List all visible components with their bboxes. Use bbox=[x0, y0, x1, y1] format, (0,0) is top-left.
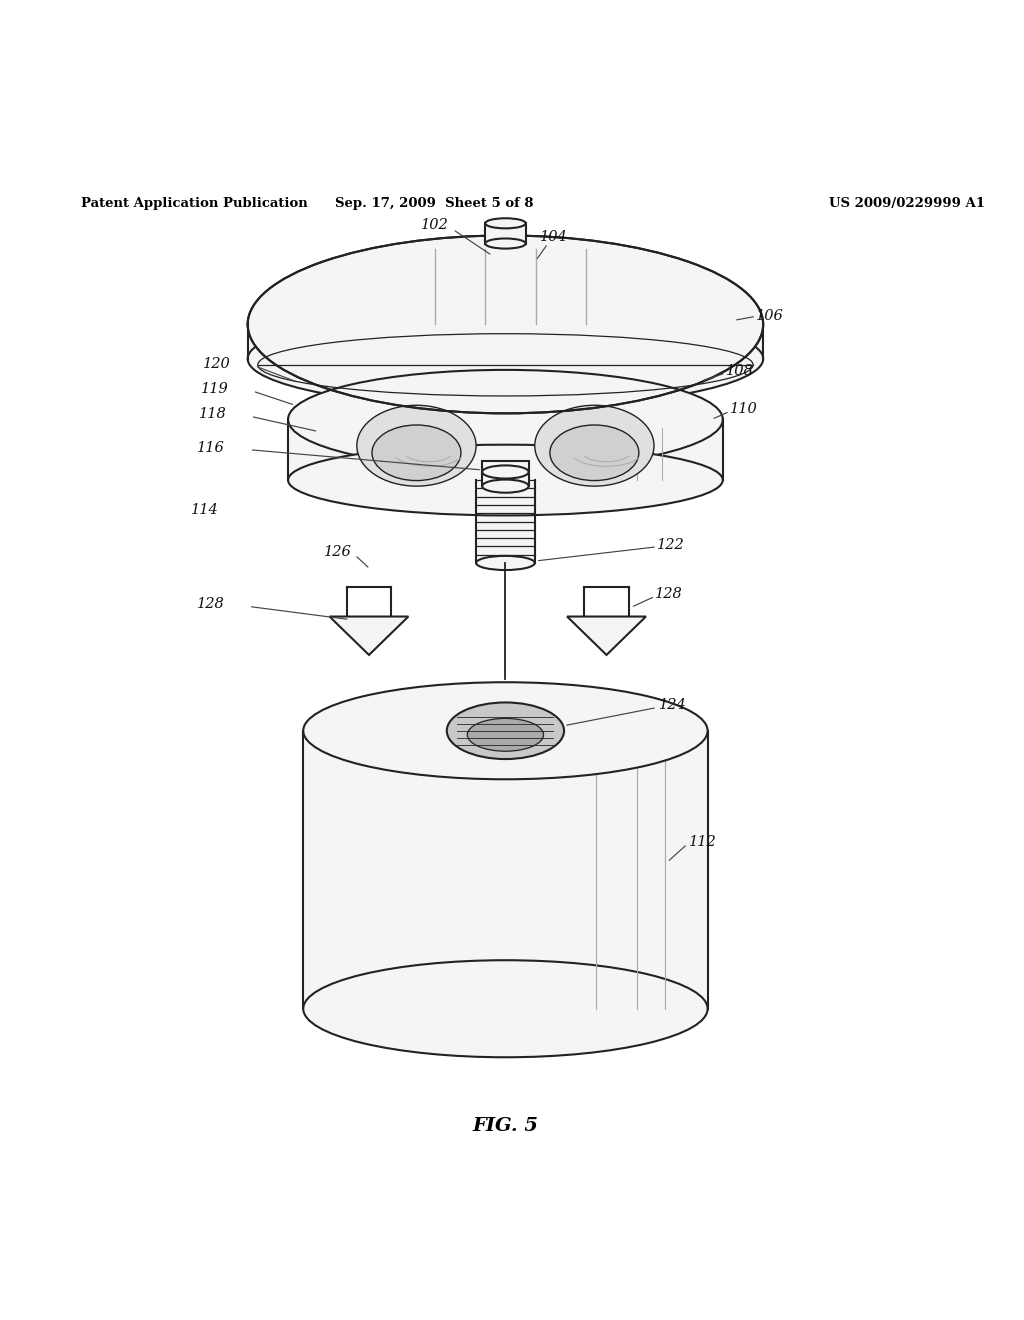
Ellipse shape bbox=[482, 479, 528, 492]
Text: 126: 126 bbox=[324, 545, 352, 558]
Ellipse shape bbox=[372, 425, 461, 480]
Text: 118: 118 bbox=[199, 408, 226, 421]
Text: 120: 120 bbox=[203, 356, 230, 371]
Ellipse shape bbox=[288, 445, 723, 515]
Text: Sep. 17, 2009  Sheet 5 of 8: Sep. 17, 2009 Sheet 5 of 8 bbox=[336, 197, 534, 210]
Polygon shape bbox=[288, 420, 723, 480]
Text: 124: 124 bbox=[659, 698, 687, 713]
Text: 119: 119 bbox=[201, 381, 228, 396]
Text: 102: 102 bbox=[421, 218, 449, 232]
Text: 110: 110 bbox=[730, 403, 758, 416]
Polygon shape bbox=[303, 731, 708, 1008]
Ellipse shape bbox=[550, 425, 639, 480]
Text: 108: 108 bbox=[726, 364, 754, 378]
FancyBboxPatch shape bbox=[485, 223, 525, 243]
Text: 122: 122 bbox=[657, 537, 685, 552]
Text: 128: 128 bbox=[655, 587, 683, 602]
Ellipse shape bbox=[485, 239, 525, 248]
FancyBboxPatch shape bbox=[482, 461, 528, 486]
Ellipse shape bbox=[446, 702, 564, 759]
Ellipse shape bbox=[288, 370, 723, 469]
Text: 128: 128 bbox=[197, 598, 224, 611]
Polygon shape bbox=[476, 480, 535, 562]
Ellipse shape bbox=[303, 960, 708, 1057]
Polygon shape bbox=[567, 616, 646, 655]
Ellipse shape bbox=[485, 218, 525, 228]
Polygon shape bbox=[330, 616, 409, 655]
Ellipse shape bbox=[476, 556, 535, 570]
Ellipse shape bbox=[535, 405, 654, 486]
Ellipse shape bbox=[467, 718, 544, 751]
Text: 112: 112 bbox=[689, 836, 717, 849]
Ellipse shape bbox=[303, 682, 708, 779]
Text: US 2009/0229999 A1: US 2009/0229999 A1 bbox=[828, 197, 985, 210]
Text: 116: 116 bbox=[197, 441, 224, 454]
Text: FIG. 5: FIG. 5 bbox=[472, 1117, 539, 1135]
Ellipse shape bbox=[356, 405, 476, 486]
Ellipse shape bbox=[248, 235, 763, 413]
Ellipse shape bbox=[482, 466, 528, 479]
Text: 104: 104 bbox=[540, 231, 568, 244]
Text: 114: 114 bbox=[190, 503, 218, 517]
Text: Patent Application Publication: Patent Application Publication bbox=[81, 197, 307, 210]
Ellipse shape bbox=[248, 310, 763, 408]
Polygon shape bbox=[248, 325, 763, 359]
Text: 106: 106 bbox=[756, 309, 783, 323]
